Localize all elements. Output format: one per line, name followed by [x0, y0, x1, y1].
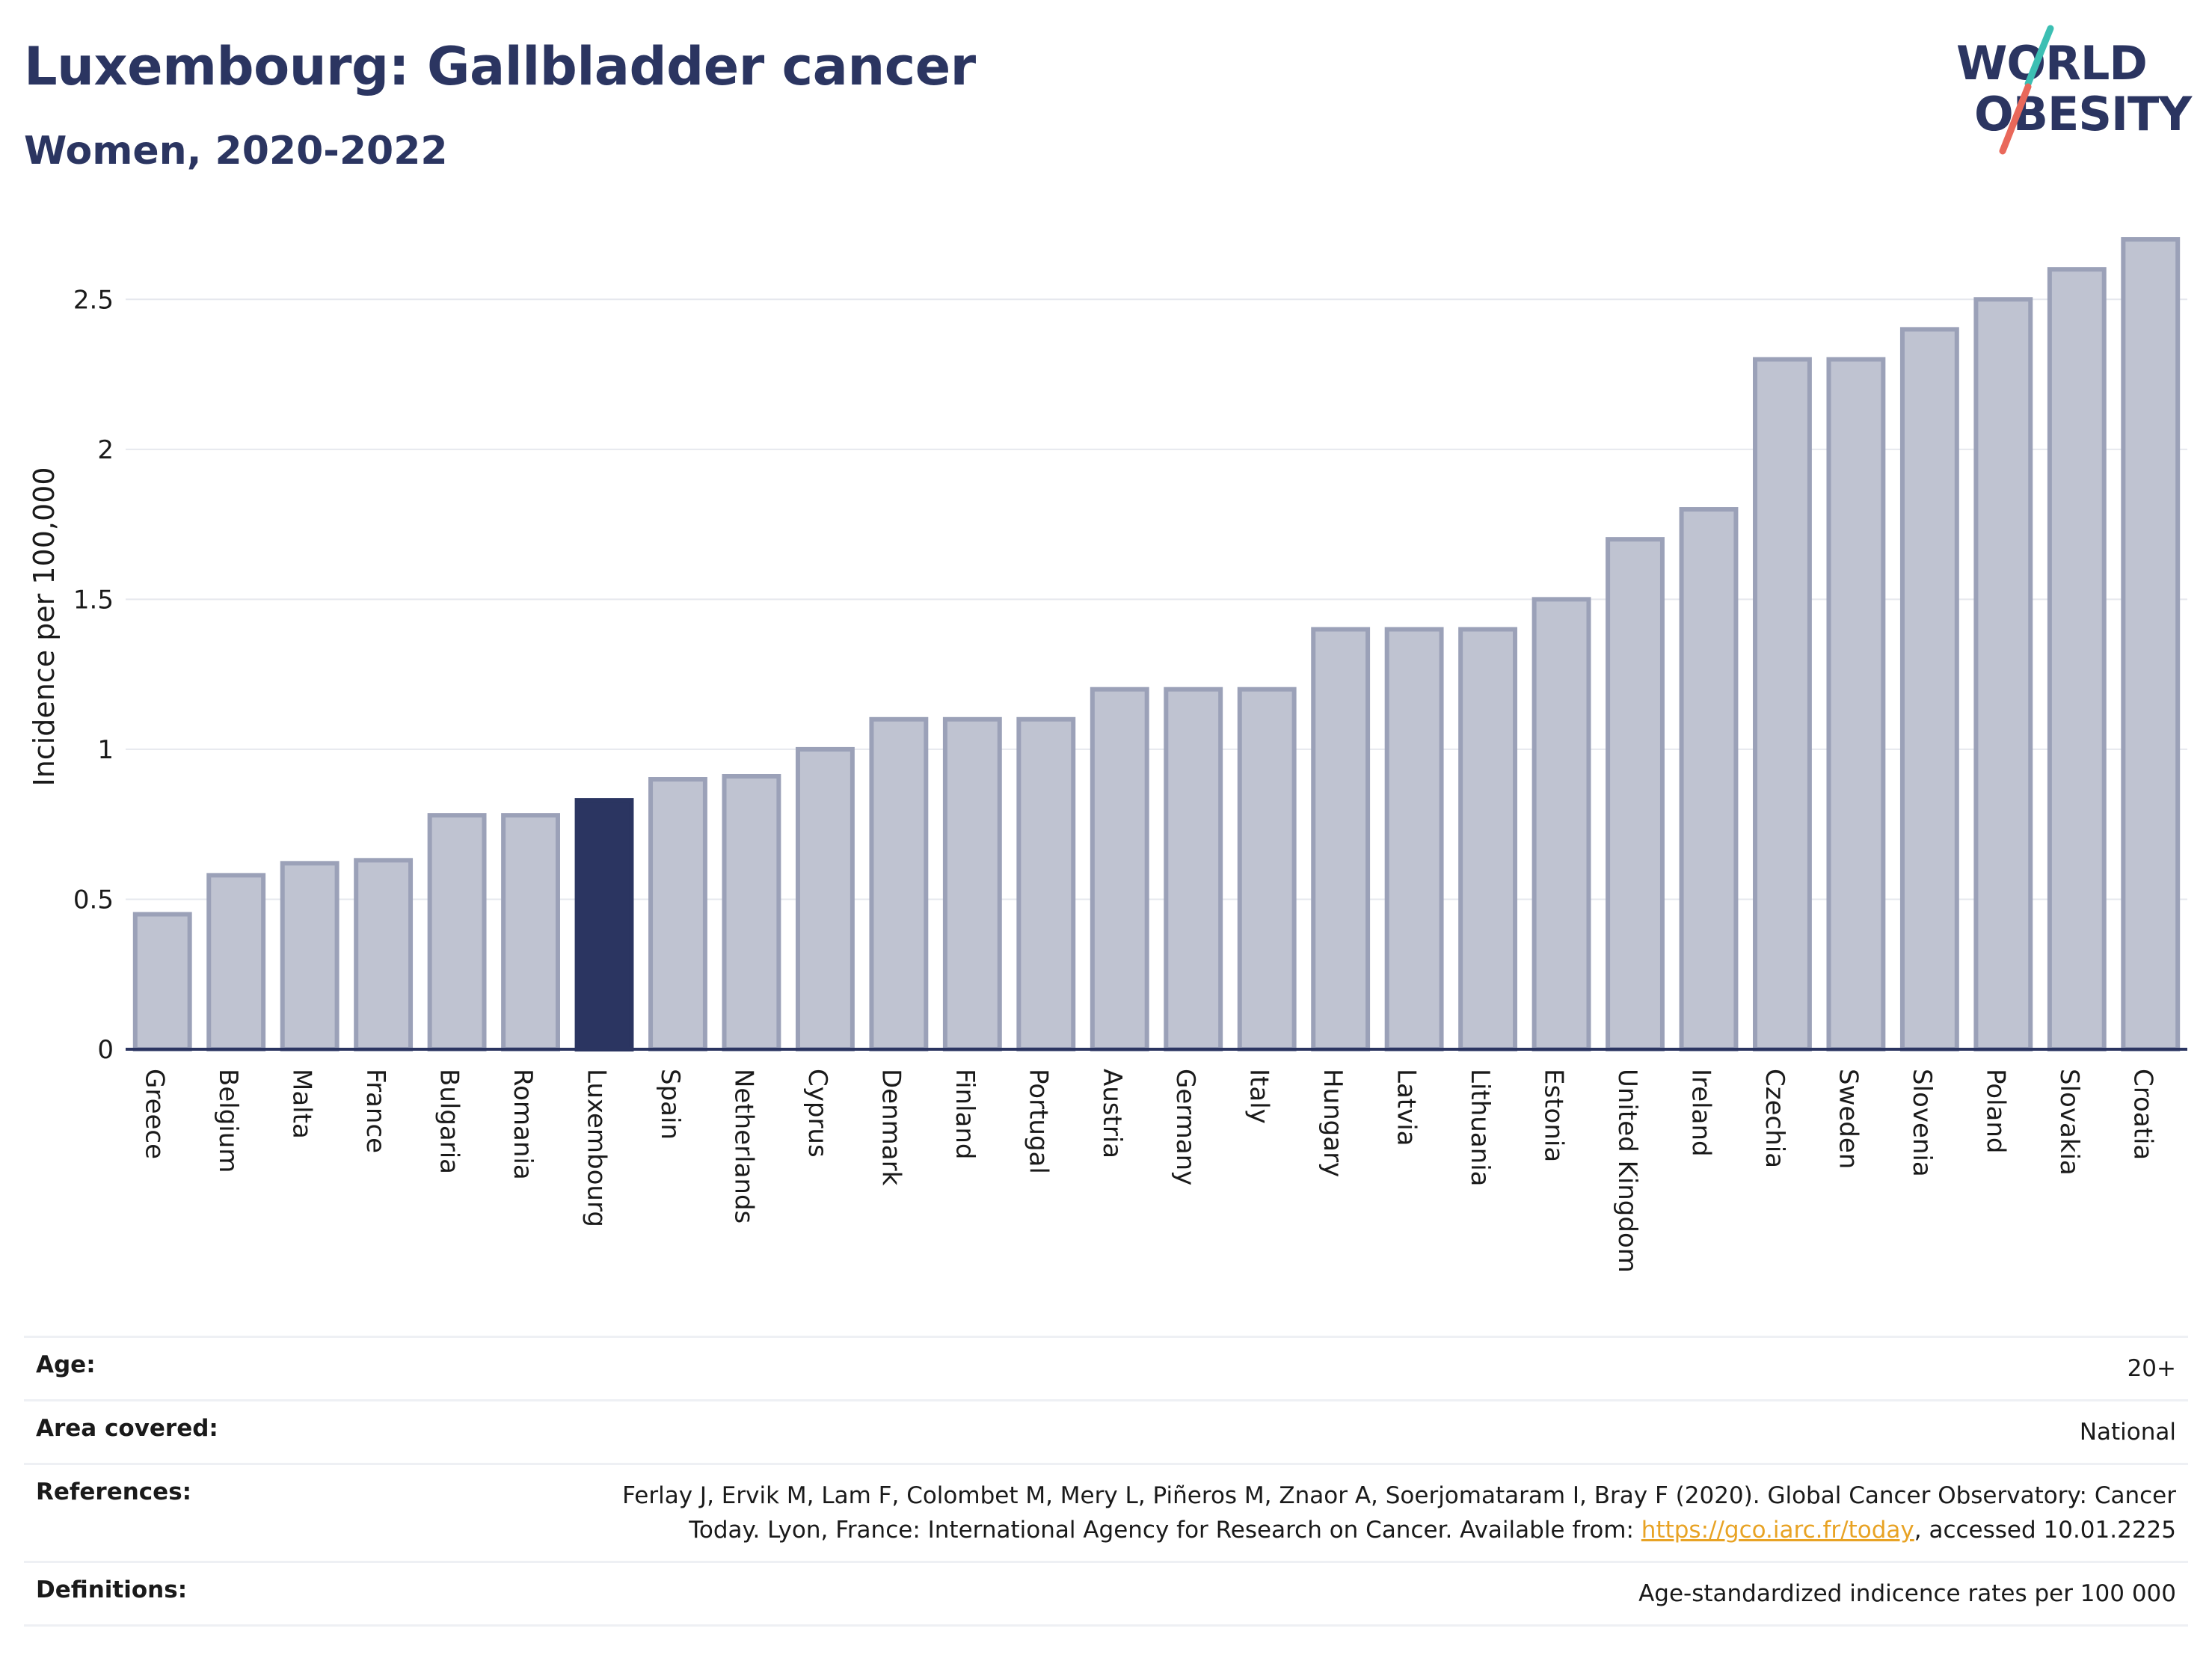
x-tick-label: Belgium	[213, 1069, 243, 1173]
y-axis-label: Incidence per 100,000	[28, 467, 61, 786]
references-text-1: Ferlay J, Ervik M, Lam F, Colombet M, Me…	[622, 1482, 2176, 1509]
bar-finland	[942, 716, 1002, 1051]
axes: 0 0.5 1 1.5 2 2.5 Greece Belgium Malta France Bulg…	[73, 285, 2187, 1273]
x-tick-label: Slovakia	[2054, 1069, 2084, 1176]
x-tick-label: Cyprus	[802, 1069, 832, 1158]
x-tick-label: Italy	[1244, 1069, 1274, 1124]
x-tick-label: Ireland	[1686, 1069, 1715, 1157]
y-tick-label: 2.5	[73, 285, 114, 315]
x-tick-label: Sweden	[1833, 1069, 1863, 1169]
logo-slash-coral	[1999, 83, 2032, 155]
bar-belgium	[206, 873, 266, 1052]
bar-germany	[1164, 687, 1223, 1051]
x-tick-label: Croatia	[2127, 1069, 2157, 1160]
chart-subtitle: Women, 2020-2022	[24, 129, 448, 174]
x-tick-label: Malta	[287, 1069, 317, 1139]
bar-estonia	[1531, 597, 1591, 1051]
x-tick-label: Poland	[1980, 1069, 2010, 1154]
x-tick-label: Bulgaria	[434, 1069, 464, 1174]
area-label: Area covered:	[36, 1415, 218, 1442]
bar-czechia	[1753, 357, 1812, 1051]
y-tick-label: 0	[97, 1035, 114, 1065]
age-value: 20+	[2127, 1355, 2176, 1382]
definitions-value: Age-standardized indicence rates per 100…	[1638, 1580, 2176, 1607]
references-text-3: , accessed 10.01.2225	[1914, 1517, 2176, 1544]
meta-row-references: References: Ferlay J, Ervik M, Lam F, Co…	[24, 1463, 2188, 1561]
x-tick-label: Slovenia	[1907, 1069, 1937, 1177]
x-tick-label: Finland	[950, 1069, 980, 1160]
x-tick-label: Latvia	[1392, 1069, 1422, 1146]
bar-sweden	[1826, 357, 1886, 1051]
x-tick-label: Czechia	[1760, 1069, 1789, 1168]
definitions-label: Definitions:	[36, 1576, 188, 1603]
y-tick-label: 0.5	[73, 885, 114, 915]
age-label: Age:	[36, 1351, 96, 1378]
y-tick-label: 1	[97, 735, 114, 765]
chart-title: Luxembourg: Gallbladder cancer	[24, 36, 976, 97]
bar-hungary	[1311, 627, 1371, 1051]
x-tick-label: Denmark	[876, 1069, 906, 1186]
world-obesity-logo: WORLD OBESITY	[1956, 25, 2193, 155]
logo-line1: WORLD	[1956, 36, 2147, 90]
bar-luxembourg	[574, 798, 634, 1052]
bar-ireland	[1679, 507, 1739, 1051]
bar-slovakia	[2047, 267, 2107, 1051]
bar-cyprus	[795, 746, 855, 1052]
bar-france	[354, 858, 414, 1052]
area-value: National	[2079, 1419, 2176, 1446]
x-tick-label: Spain	[655, 1069, 685, 1140]
bar-latvia	[1384, 627, 1444, 1051]
x-tick-label: Netherlands	[728, 1069, 758, 1223]
logo-slash-teal	[2024, 25, 2054, 87]
bar-lithuania	[1458, 627, 1518, 1051]
bars	[132, 237, 2181, 1052]
bar-bulgaria	[427, 813, 487, 1051]
bar-chart: 0 0.5 1 1.5 2 2.5 Greece Belgium Malta France Bulg…	[28, 237, 2187, 1273]
bar-greece	[132, 912, 192, 1051]
bar-united-kingdom	[1606, 537, 1665, 1051]
bar-italy	[1237, 687, 1297, 1051]
bar-austria	[1090, 687, 1149, 1051]
metadata-table: Age: 20+ Area covered: National Referenc…	[24, 1336, 2188, 1627]
y-tick-label: 1.5	[73, 585, 114, 615]
x-tick-label: Estonia	[1539, 1069, 1569, 1162]
x-tick-label: Greece	[140, 1069, 170, 1159]
x-tick-label: United Kingdom	[1612, 1069, 1642, 1273]
references-link[interactable]: https://gco.iarc.fr/today	[1641, 1517, 1914, 1544]
y-tick-label: 2	[97, 435, 114, 465]
bar-netherlands	[722, 774, 781, 1052]
x-tick-label: Hungary	[1318, 1069, 1348, 1177]
bar-denmark	[869, 716, 929, 1051]
x-tick-label: Portugal	[1023, 1069, 1053, 1174]
references-value: Ferlay J, Ervik M, Lam F, Colombet M, Me…	[622, 1479, 2176, 1547]
references-label: References:	[36, 1479, 192, 1505]
bar-malta	[280, 861, 340, 1051]
bar-poland	[1973, 297, 2033, 1052]
bar-slovenia	[1899, 327, 1959, 1051]
x-tick-label: Romania	[508, 1069, 538, 1180]
x-tick-label: Austria	[1097, 1069, 1127, 1158]
meta-row-area: Area covered: National	[24, 1399, 2188, 1463]
bar-romania	[501, 813, 560, 1051]
bar-spain	[648, 777, 707, 1051]
x-tick-label: France	[360, 1069, 390, 1153]
bar-croatia	[2121, 237, 2181, 1051]
bar-portugal	[1016, 716, 1076, 1051]
x-tick-label: Germany	[1170, 1069, 1200, 1185]
references-text-2: Today. Lyon, France: International Agenc…	[689, 1517, 1641, 1544]
meta-row-age: Age: 20+	[24, 1336, 2188, 1399]
meta-row-definitions: Definitions: Age-standardized indicence …	[24, 1561, 2188, 1627]
x-tick-label: Luxembourg	[582, 1069, 612, 1227]
x-tick-label: Lithuania	[1465, 1069, 1495, 1186]
